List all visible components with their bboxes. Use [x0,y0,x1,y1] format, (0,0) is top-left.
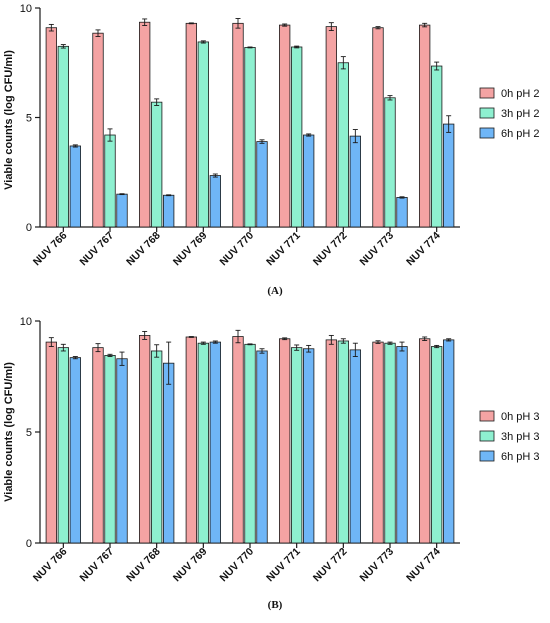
x-tick-label: NUV 773 [358,230,397,269]
bar [291,347,303,544]
legend-swatch [479,107,495,119]
legend-label: 0h pH 2 [501,88,540,100]
bar [104,355,116,544]
x-tick-label: NUV 769 [171,230,210,269]
bar [139,21,151,228]
x-tick-label: NUV 774 [404,546,443,585]
x-tick-label: NUV 773 [358,546,397,585]
bar [337,340,349,544]
x-tick-label: NUV 769 [171,546,210,585]
bar [104,134,116,228]
bar [431,65,443,228]
bar [116,193,128,228]
bar [279,338,291,544]
x-tick-label: NUV 771 [264,230,303,269]
x-tick-label: NUV 768 [124,230,163,269]
legend-swatch [479,450,495,462]
bar [443,339,455,544]
y-tick-label: 5 [26,113,32,125]
bar [291,46,303,228]
bar [197,342,209,544]
bar [419,338,431,544]
panel-label: (A) [267,285,283,297]
legend-label: 0h pH 3 [501,411,540,423]
bar [384,97,396,228]
x-tick-label: NUV 767 [78,546,117,585]
bar [232,336,244,544]
x-tick-label: NUV 768 [124,546,163,585]
bar [349,135,361,228]
x-tick-label: NUV 770 [218,230,257,269]
bar [396,197,408,228]
bar [232,22,244,228]
bar [163,362,175,544]
bar [197,41,209,228]
bar [209,175,221,228]
bar [325,26,337,228]
bar [349,349,361,544]
legend-label: 3h pH 2 [501,108,540,120]
bar [337,62,349,228]
bar [244,343,256,544]
bar [92,347,104,544]
bar [279,24,291,228]
bar [57,45,69,228]
bar [419,24,431,228]
y-tick-label: 10 [20,316,32,328]
panel-label: (B) [268,599,283,611]
y-tick-label: 0 [26,222,32,234]
bar [69,357,81,544]
bar [92,32,104,228]
x-tick-label: NUV 772 [311,546,350,585]
bar [185,22,197,228]
legend-swatch [479,410,495,422]
y-axis-title: Viable counts (log CFU/ml) [3,50,15,190]
bar [45,341,57,544]
x-tick-label: NUV 766 [31,546,70,585]
y-tick-label: 10 [20,3,32,15]
bar [384,342,396,544]
x-tick-label: NUV 766 [31,230,70,269]
legend-swatch [479,430,495,442]
x-tick-label: NUV 772 [311,230,350,269]
bar [151,101,163,228]
y-axis-title: Viable counts (log CFU/ml) [3,362,15,502]
x-tick-label: NUV 770 [218,546,257,585]
bar [396,346,408,544]
bar [139,335,151,544]
x-tick-label: NUV 771 [264,546,303,585]
bar [303,134,315,228]
x-tick-label: NUV 767 [78,230,117,269]
bar [163,194,175,228]
bar [256,141,268,228]
bar [185,336,197,544]
y-tick-label: 5 [26,427,32,439]
y-tick-label: 0 [26,538,32,550]
bar [69,145,81,228]
bar [209,341,221,544]
bar [443,123,455,228]
bar [256,350,268,544]
legend-label: 6h pH 3 [501,451,540,463]
legend-label: 6h pH 2 [501,128,540,140]
legend-swatch [479,127,495,139]
bar [244,47,256,228]
bar [57,347,69,544]
x-tick-label: NUV 774 [404,230,443,269]
bar [372,27,384,228]
bar [116,358,128,544]
legend-swatch [479,87,495,99]
bar [151,350,163,544]
bar [303,348,315,544]
bar [372,341,384,544]
bar [325,339,337,544]
bar [45,27,57,228]
legend-label: 3h pH 3 [501,431,540,443]
bar [431,346,443,544]
